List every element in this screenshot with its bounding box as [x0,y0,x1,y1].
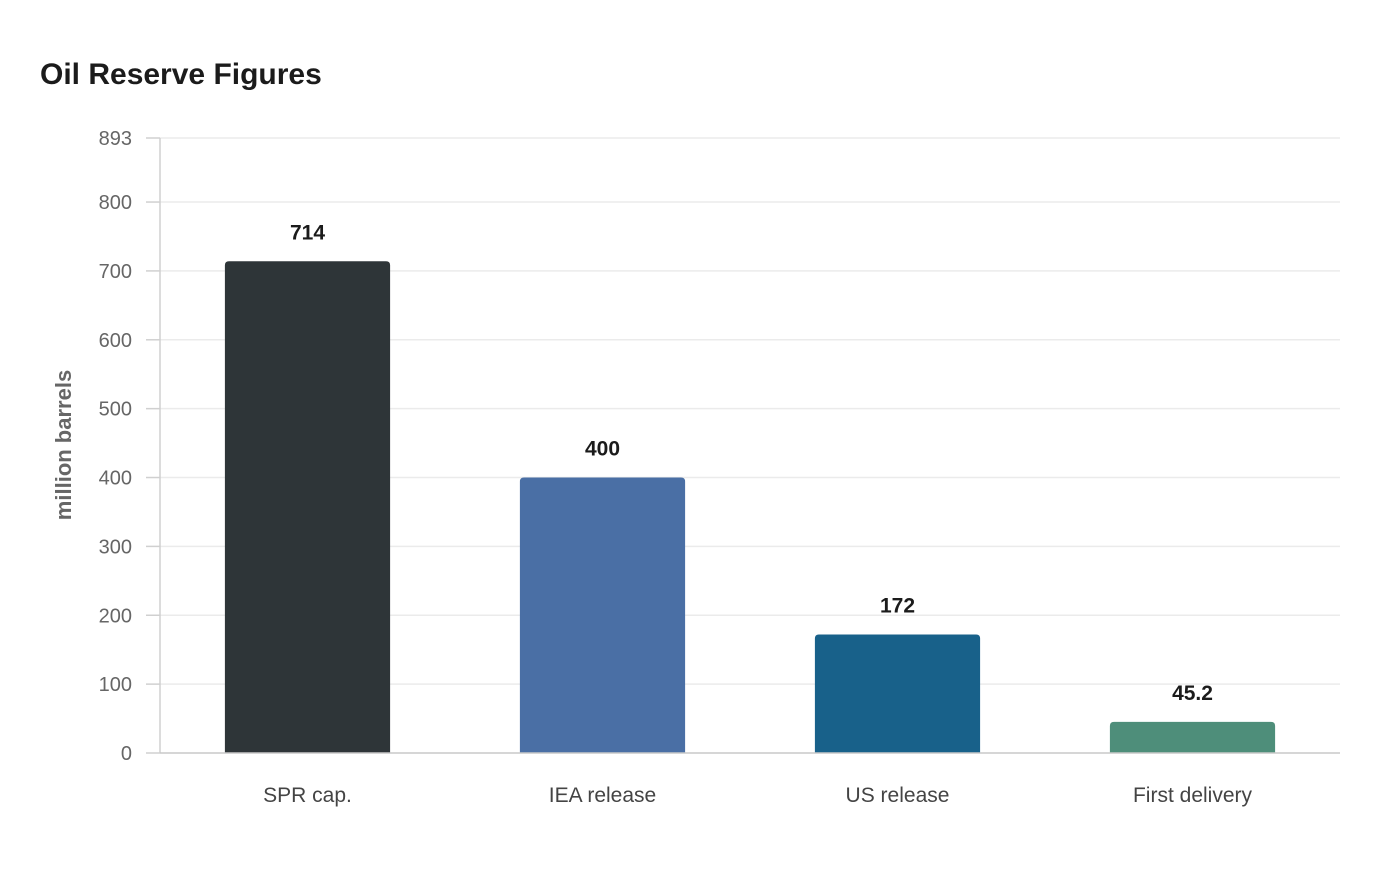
bar-value-label: 714 [290,221,325,244]
x-category-label: US release [846,784,950,807]
y-tick-label: 300 [99,536,132,558]
value-labels: 714 400 172 45.2 [290,221,1213,705]
y-tick-label: 800 [99,192,132,214]
y-tick-label: 700 [99,261,132,283]
y-axis-ticks: 0 100 200 300 400 500 600 700 800 893 [99,128,160,765]
x-category-label: First delivery [1133,784,1253,807]
bar-spr-cap [224,261,391,753]
y-tick-label: 100 [99,674,132,696]
y-axis-title: million barrels [51,370,76,520]
bars [224,261,1276,753]
bar-us-release [814,634,981,753]
y-tick-label: 200 [99,605,132,627]
bar-value-label: 45.2 [1172,682,1213,705]
y-tick-label: 600 [99,330,132,352]
chart-title: Oil Reserve Figures [40,58,322,91]
y-tick-label: 400 [99,468,132,490]
bar-first-delivery [1109,721,1276,753]
x-category-label: SPR cap. [263,784,352,807]
y-tick-label: 500 [99,399,132,421]
y-tick-label: 0 [121,743,132,765]
bar-iea-release [519,477,686,753]
x-axis-categories: SPR cap. IEA release US release First deliv… [263,784,1252,807]
x-category-label: IEA release [549,784,656,807]
y-tick-label: 893 [99,128,132,150]
bar-value-label: 172 [880,595,915,618]
bar-value-label: 400 [585,438,620,461]
